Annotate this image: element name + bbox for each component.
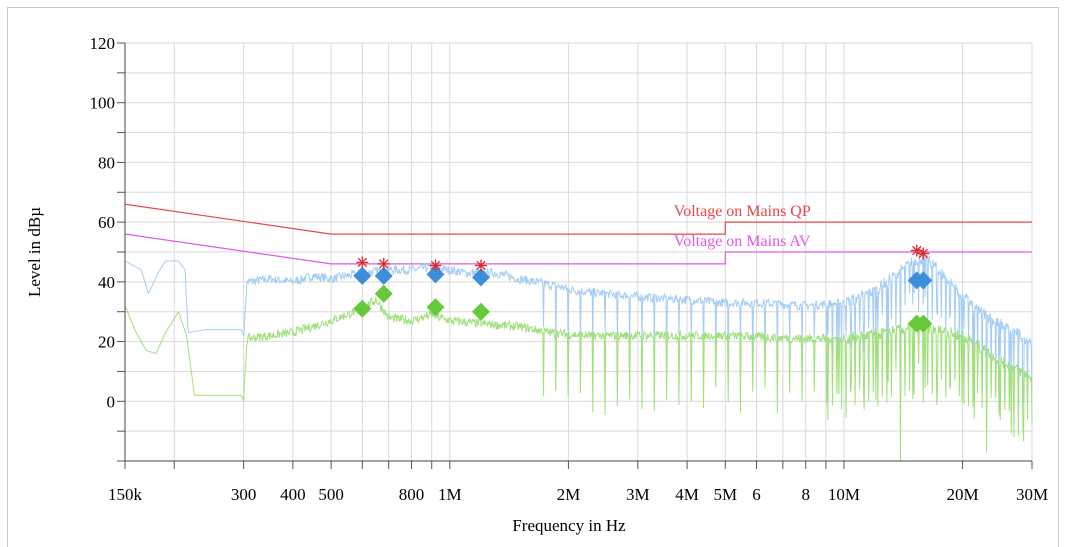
y-tick-label: 80 [98, 153, 115, 172]
x-tick-label: 400 [280, 485, 306, 504]
peak-flag-marker [377, 257, 390, 270]
y-tick-label: 40 [98, 273, 115, 292]
x-tick-label: 800 [399, 485, 425, 504]
qp-marker [353, 266, 372, 285]
x-tick-label: 6 [752, 485, 761, 504]
y-tick-label: 20 [98, 333, 115, 352]
x-tick-label: 30M [1016, 485, 1048, 504]
limit-line [124, 203, 1032, 235]
limit-label: Voltage on Mains AV [674, 233, 811, 250]
qp-marker [374, 266, 393, 285]
peak-flag-marker [917, 247, 930, 260]
qp-marker [426, 265, 445, 284]
x-tick-label: 2M [557, 485, 581, 504]
peak-flag-marker [356, 256, 369, 269]
y-tick-label: 100 [90, 94, 116, 113]
y-tick-label: 60 [98, 213, 115, 232]
x-tick-label: 8 [801, 485, 810, 504]
markers [353, 244, 933, 333]
x-tick-label: 500 [318, 485, 344, 504]
x-tick-label: 3M [626, 485, 650, 504]
y-tick-label: 120 [90, 34, 116, 53]
peak-flag-marker [429, 259, 442, 272]
x-tick-label: 10M [828, 485, 860, 504]
av-marker [353, 299, 372, 318]
chart-frame [7, 7, 1059, 547]
grid [124, 42, 1033, 462]
av-marker [914, 314, 933, 333]
trace-average [124, 296, 1033, 461]
axes: 150k 300 400 500 800 1M 2M 3M 4M 5M 6 8 10M 20M 30M 0 20… [90, 34, 1049, 504]
traces [124, 253, 1033, 461]
peak-flag-marker [474, 259, 487, 272]
limit-line [124, 233, 1032, 265]
x-tick-label: 20M [947, 485, 979, 504]
x-axis-title: Frequency in Hz [512, 516, 626, 535]
limit-lines: Voltage on Mains QP Voltage on Mains AV [124, 203, 1032, 265]
y-axis-title: Level in dBµ [25, 207, 44, 297]
x-tick-label: 300 [231, 485, 257, 504]
limit-label: Voltage on Mains QP [674, 203, 811, 220]
qp-marker [471, 268, 490, 287]
av-marker [471, 302, 490, 321]
x-tick-label: 1M [438, 485, 462, 504]
av-marker [374, 284, 393, 303]
trace-peak [124, 253, 1033, 405]
y-tick-label: 0 [107, 392, 116, 411]
av-marker [426, 298, 445, 317]
x-tick-label: 4M [675, 485, 699, 504]
x-tick-label: 5M [713, 485, 737, 504]
qp-marker [914, 271, 933, 290]
x-tick-label: 150k [108, 485, 143, 504]
